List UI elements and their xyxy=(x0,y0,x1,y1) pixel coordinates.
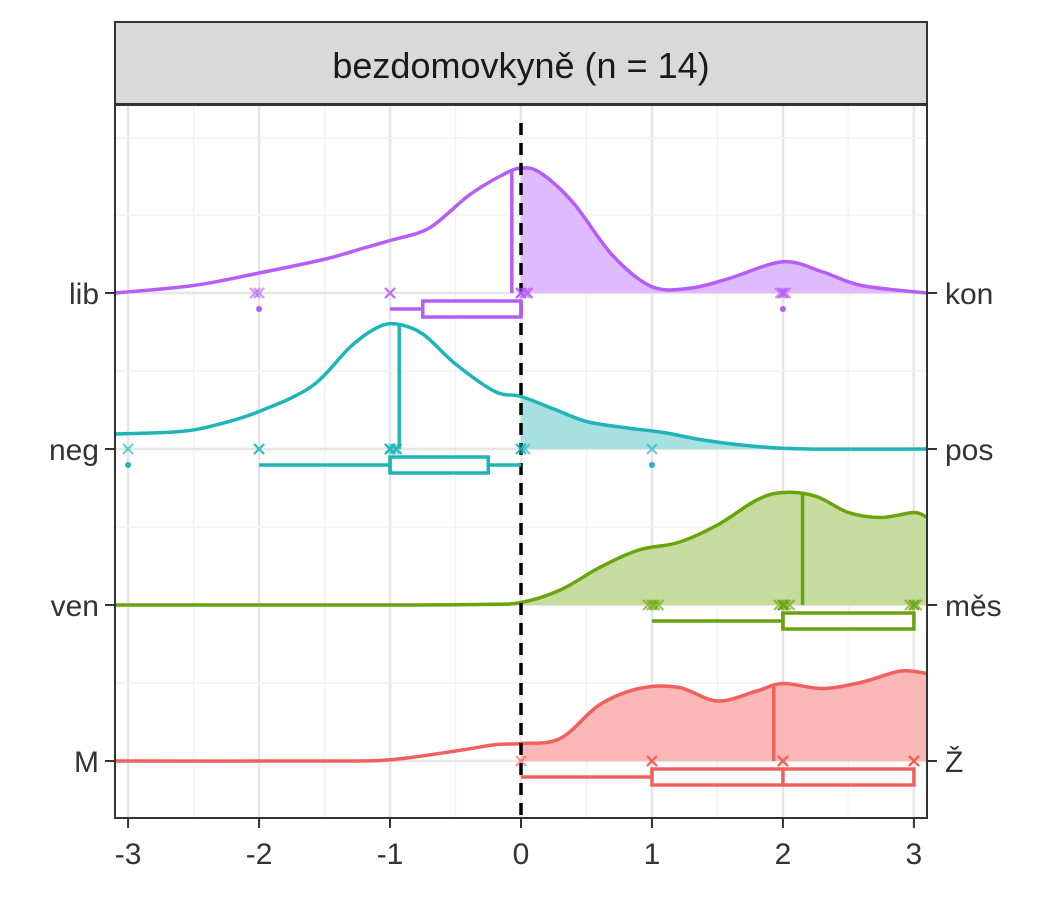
point-stroke-b-neg-11 xyxy=(515,443,527,455)
point-stroke-b-neg-9 xyxy=(390,443,403,455)
y-right-label-M: Ž xyxy=(945,746,963,779)
box-lib xyxy=(421,299,523,319)
x-tick-label-4: 1 xyxy=(644,838,661,871)
density-fill-lib xyxy=(521,167,927,293)
point-ven-7 xyxy=(779,599,792,611)
point-stroke-b-lib-12 xyxy=(779,287,792,299)
density-line-neg xyxy=(114,321,928,451)
point-lib-9 xyxy=(521,287,534,299)
point-stroke-b-neg-7 xyxy=(388,443,400,455)
density-fill-ven xyxy=(521,492,927,605)
outlier-neg-0 xyxy=(125,462,132,468)
point-stroke-b-lib-0 xyxy=(249,287,261,299)
density-fill-M xyxy=(521,670,927,761)
point-stroke-b-M-0 xyxy=(515,755,527,767)
point-neg-0 xyxy=(122,443,134,455)
point-M-3 xyxy=(646,755,658,767)
x-tick-label-0: -3 xyxy=(115,838,142,871)
y-left-label-ven: ven xyxy=(51,590,99,623)
density-line-ven xyxy=(114,490,928,607)
point-ven-2 xyxy=(648,599,661,611)
point-lib-3 xyxy=(384,287,396,299)
point-neg-13 xyxy=(646,443,658,455)
axes: -3 -2 -1 0 1 2 3 lib kon neg pos ven měs M Ž xyxy=(49,278,1002,871)
point-stroke-b-ven-7 xyxy=(779,599,792,611)
density-fill-neg xyxy=(521,396,927,450)
point-stroke-b-ven-3 xyxy=(652,599,665,611)
x-tick-label-2: -1 xyxy=(377,838,404,871)
point-stroke-b-ven-13 xyxy=(910,599,923,611)
outlier-neg-1 xyxy=(648,462,655,468)
point-stroke-b-lib-9 xyxy=(521,287,534,299)
density-line-lib xyxy=(114,166,928,295)
box-neg xyxy=(388,455,491,475)
point-M-0 xyxy=(515,755,527,767)
point-M-13 xyxy=(908,755,920,767)
point-stroke-b-ven-12 xyxy=(908,599,920,611)
point-stroke-b-ven-9 xyxy=(777,599,789,611)
x-tick-label-6: 3 xyxy=(906,838,923,871)
point-neg-12 xyxy=(519,443,531,455)
marks xyxy=(122,287,923,787)
x-tick-label-5: 2 xyxy=(775,838,792,871)
point-neg-7 xyxy=(388,443,400,455)
point-lib-1 xyxy=(253,287,265,299)
facet-strip xyxy=(114,21,928,105)
y-left-label-lib: lib xyxy=(69,278,99,311)
x-tick-label-3: 0 xyxy=(513,838,530,871)
point-stroke-b-lib-3 xyxy=(384,287,396,299)
y-right-label-lib: kon xyxy=(945,278,993,311)
point-stroke-b-lib-13 xyxy=(777,287,789,299)
point-stroke-b-neg-13 xyxy=(646,443,658,455)
point-ven-12 xyxy=(908,599,920,611)
point-stroke-b-lib-1 xyxy=(253,287,265,299)
point-stroke-b-M-13 xyxy=(908,755,920,767)
point-lib-13 xyxy=(777,287,789,299)
point-lib-0 xyxy=(249,287,261,299)
point-lib-7 xyxy=(519,287,531,299)
y-right-label-neg: pos xyxy=(945,434,993,467)
box-ven xyxy=(781,611,916,631)
x-tick-label-1: -2 xyxy=(246,838,273,871)
point-neg-9 xyxy=(390,443,403,455)
y-left-label-M: M xyxy=(74,746,99,779)
outlier-lib-0 xyxy=(256,306,263,312)
point-M-8 xyxy=(777,755,789,767)
point-stroke-b-M-3 xyxy=(646,755,658,767)
point-stroke-b-neg-12 xyxy=(519,443,531,455)
point-stroke-b-neg-2 xyxy=(253,443,265,455)
point-ven-13 xyxy=(910,599,923,611)
point-stroke-b-ven-2 xyxy=(648,599,661,611)
outlier-lib-1 xyxy=(779,306,786,312)
point-ven-3 xyxy=(652,599,665,611)
ridges xyxy=(114,166,928,763)
point-stroke-b-neg-0 xyxy=(122,443,134,455)
point-stroke-b-M-8 xyxy=(777,755,789,767)
point-neg-2 xyxy=(253,443,265,455)
y-right-label-ven: měs xyxy=(945,590,1002,623)
point-lib-12 xyxy=(779,287,792,299)
point-neg-11 xyxy=(515,443,527,455)
density-line-M xyxy=(114,668,928,763)
point-ven-9 xyxy=(777,599,789,611)
point-stroke-b-lib-7 xyxy=(519,287,531,299)
y-left-label-neg: neg xyxy=(49,434,99,467)
facet-title: bezdomovkyně (n = 14) xyxy=(332,45,709,86)
